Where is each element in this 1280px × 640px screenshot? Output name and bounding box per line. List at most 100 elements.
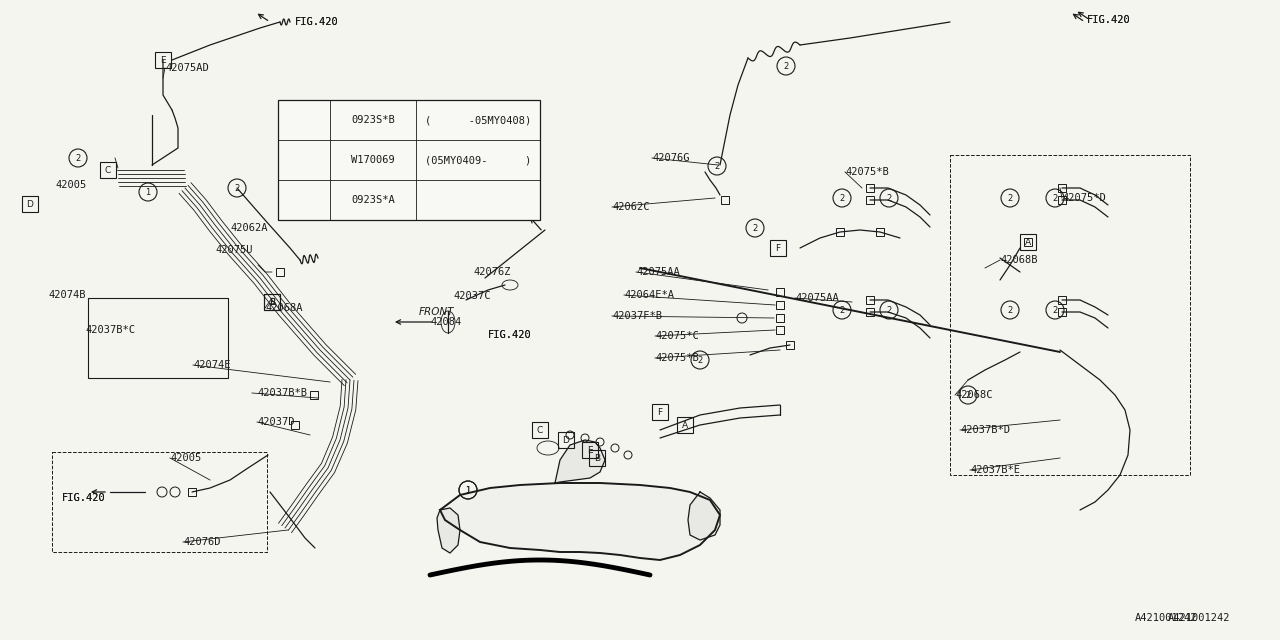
Text: C: C [536, 426, 543, 435]
Text: A421001242: A421001242 [1167, 613, 1230, 623]
Text: C: C [105, 166, 111, 175]
Bar [771, 240, 786, 256]
Text: 2: 2 [1052, 193, 1057, 202]
Text: 0923S*B: 0923S*B [351, 115, 394, 125]
Text: 2: 2 [886, 193, 892, 202]
Bar [652, 404, 668, 420]
Bar [836, 228, 844, 236]
Text: FIG.420: FIG.420 [294, 17, 339, 27]
Bar [558, 432, 573, 448]
Text: 42075U: 42075U [215, 245, 252, 255]
Bar [100, 162, 116, 178]
Bar [876, 228, 884, 236]
Text: F: F [776, 243, 781, 253]
Bar [264, 294, 280, 310]
Text: 2: 2 [234, 184, 239, 193]
Text: 2: 2 [698, 355, 703, 365]
Text: 42062A: 42062A [230, 223, 268, 233]
Text: 2: 2 [840, 193, 845, 202]
Text: 2: 2 [714, 161, 719, 170]
Text: 2: 2 [886, 305, 892, 314]
Text: FIG.420: FIG.420 [294, 17, 339, 27]
Text: (05MY0409-      ): (05MY0409- ) [425, 155, 531, 165]
Text: 1: 1 [466, 486, 471, 495]
Text: 2: 2 [1007, 305, 1012, 314]
Text: 42037B*D: 42037B*D [960, 425, 1010, 435]
Text: 42076D: 42076D [183, 537, 220, 547]
Bar [276, 268, 284, 276]
Text: 1: 1 [303, 115, 308, 125]
Text: 2: 2 [1052, 305, 1057, 314]
Bar [867, 296, 874, 304]
Text: 42037B*E: 42037B*E [970, 465, 1020, 475]
Text: E: E [588, 445, 593, 454]
Text: FRONT: FRONT [419, 307, 453, 317]
Polygon shape [436, 508, 460, 553]
Text: W170069: W170069 [351, 155, 394, 165]
Text: 42037C: 42037C [453, 291, 490, 301]
Text: 42074E: 42074E [193, 360, 230, 370]
Bar [52, 452, 268, 552]
Bar [776, 288, 785, 296]
Text: 42005: 42005 [170, 453, 201, 463]
Text: 2: 2 [965, 390, 970, 399]
Text: 42068A: 42068A [265, 303, 302, 313]
Text: 42084: 42084 [430, 317, 461, 327]
Bar [867, 184, 874, 192]
Bar [786, 341, 794, 349]
Bar [721, 196, 730, 204]
Bar [188, 488, 196, 496]
Text: 2: 2 [753, 223, 758, 232]
Text: A: A [1025, 237, 1032, 246]
Bar [776, 301, 785, 309]
Bar [264, 294, 280, 310]
Bar [155, 52, 172, 68]
Text: 1: 1 [146, 188, 151, 196]
Text: FIG.420: FIG.420 [1087, 15, 1130, 25]
Text: 42062C: 42062C [612, 202, 649, 212]
Text: 42076Z: 42076Z [474, 267, 511, 277]
Text: (      -05MY0408): ( -05MY0408) [425, 115, 531, 125]
Text: 42064E*A: 42064E*A [625, 290, 675, 300]
Text: FIG.420: FIG.420 [488, 330, 531, 340]
Bar [291, 421, 300, 429]
Text: 0923S*A: 0923S*A [351, 195, 394, 205]
Text: 42068B: 42068B [1000, 255, 1038, 265]
Text: B: B [269, 298, 275, 307]
Bar [1059, 184, 1066, 192]
Text: 42075AA: 42075AA [636, 267, 680, 277]
Text: 42075AD: 42075AD [165, 63, 209, 73]
Text: 42005: 42005 [55, 180, 86, 190]
Text: A421001242: A421001242 [1135, 613, 1198, 623]
Text: B: B [269, 298, 275, 307]
Text: D: D [27, 200, 33, 209]
Bar [950, 155, 1190, 475]
Bar [532, 422, 548, 438]
Bar [677, 417, 692, 433]
Text: 42076G: 42076G [652, 153, 690, 163]
Bar [1059, 296, 1066, 304]
Text: A: A [682, 420, 689, 429]
Bar [867, 308, 874, 316]
Text: B: B [594, 454, 600, 463]
Text: F: F [658, 408, 663, 417]
Text: 2: 2 [840, 305, 845, 314]
Bar [582, 442, 598, 458]
Polygon shape [440, 483, 721, 560]
Text: 42074B: 42074B [49, 290, 86, 300]
Bar [1020, 234, 1036, 250]
Bar [1059, 308, 1066, 316]
Bar [310, 391, 317, 399]
Text: 42037B*C: 42037B*C [84, 325, 134, 335]
Text: 42075AA: 42075AA [795, 293, 838, 303]
Text: FIG.420: FIG.420 [61, 493, 106, 503]
Text: 42075*D: 42075*D [1062, 193, 1106, 203]
Text: 42075*B: 42075*B [655, 353, 699, 363]
Text: 2: 2 [1007, 193, 1012, 202]
Text: 2: 2 [303, 195, 308, 205]
Text: 42075*C: 42075*C [655, 331, 699, 341]
Bar [776, 326, 785, 334]
Bar [278, 100, 540, 220]
Polygon shape [556, 440, 605, 483]
Text: FIG.420: FIG.420 [488, 330, 531, 340]
